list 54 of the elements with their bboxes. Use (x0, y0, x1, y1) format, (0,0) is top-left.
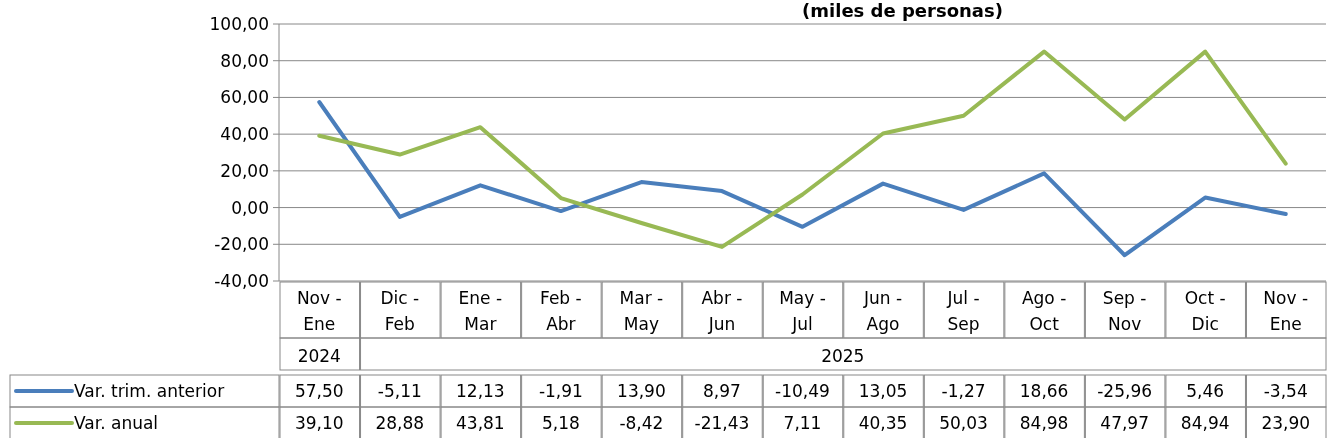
x-tick-label: Ene - Mar (458, 288, 503, 334)
data-label: -21,43 (694, 412, 750, 433)
data-label: -1,91 (538, 380, 583, 401)
x-tick-label: Ago - Oct (1021, 288, 1067, 334)
data-label: 7,11 (783, 412, 822, 433)
y-tick-label: 0,00 (231, 197, 269, 218)
line-series (317, 100, 1288, 258)
x-tick-label: Sep - Nov (1102, 288, 1147, 334)
data-label: -3,54 (1263, 380, 1308, 401)
text: 2025 (821, 346, 865, 366)
text: 2024 (297, 346, 341, 366)
data-label: 5,18 (541, 412, 580, 433)
data-label: 28,88 (375, 412, 425, 433)
chart-title: (miles de personas) (802, 0, 1003, 21)
x-tick-label: Dic - Feb (380, 288, 420, 334)
data-label: -10,49 (775, 380, 830, 401)
x-tick-label: May - Jul (779, 288, 826, 334)
x-tick-label: Feb - Abr (540, 288, 582, 334)
data-label: -25,96 (1097, 380, 1153, 401)
data-label: 13,90 (617, 380, 666, 401)
data-label: 84,98 (1019, 412, 1069, 433)
x-tick-label: Jul - Sep (946, 288, 980, 334)
data-label: 39,10 (294, 412, 344, 433)
legend-label: Var. anual (74, 412, 159, 433)
data-label: 50,03 (939, 412, 988, 433)
x-tick-label: Oct - Dic (1184, 288, 1226, 334)
data-label: 8,97 (703, 380, 741, 401)
data-label: 18,66 (1019, 380, 1069, 401)
data-label: 13,05 (858, 380, 908, 401)
legend-label: Var. trim. anterior (74, 380, 225, 401)
data-label: 5,46 (1186, 380, 1225, 401)
data-label: -1,27 (941, 380, 986, 401)
y-tick-label: 80,00 (220, 50, 269, 71)
data-label: 23,90 (1261, 412, 1311, 433)
data-label: 47,97 (1100, 412, 1149, 433)
data-label: -8,42 (619, 412, 664, 433)
x-tick-label: Nov - Ene (296, 288, 342, 334)
data-label: 57,50 (294, 380, 344, 401)
x-tick-label: Jun - Ago (862, 288, 903, 334)
y-tick-label: 60,00 (220, 87, 269, 108)
x-tick-label: Mar - May (619, 288, 664, 334)
y-tick-label: 40,00 (220, 124, 269, 145)
y-tick-label: 20,00 (220, 160, 269, 181)
y-tick-label: 100,00 (209, 13, 269, 34)
data-label: -5,11 (377, 380, 422, 401)
data-label: 84,94 (1180, 412, 1230, 433)
y-tick-label: -20,00 (214, 234, 269, 255)
y-tick-label: -40,00 (214, 270, 269, 291)
x-tick-label: Abr - Jun (701, 288, 743, 334)
data-label: 40,35 (858, 412, 908, 433)
data-label: 43,81 (456, 412, 505, 433)
line-series (317, 49, 1288, 249)
data-label: 12,13 (456, 380, 505, 401)
x-tick-label: Nov - Ene (1263, 288, 1309, 334)
